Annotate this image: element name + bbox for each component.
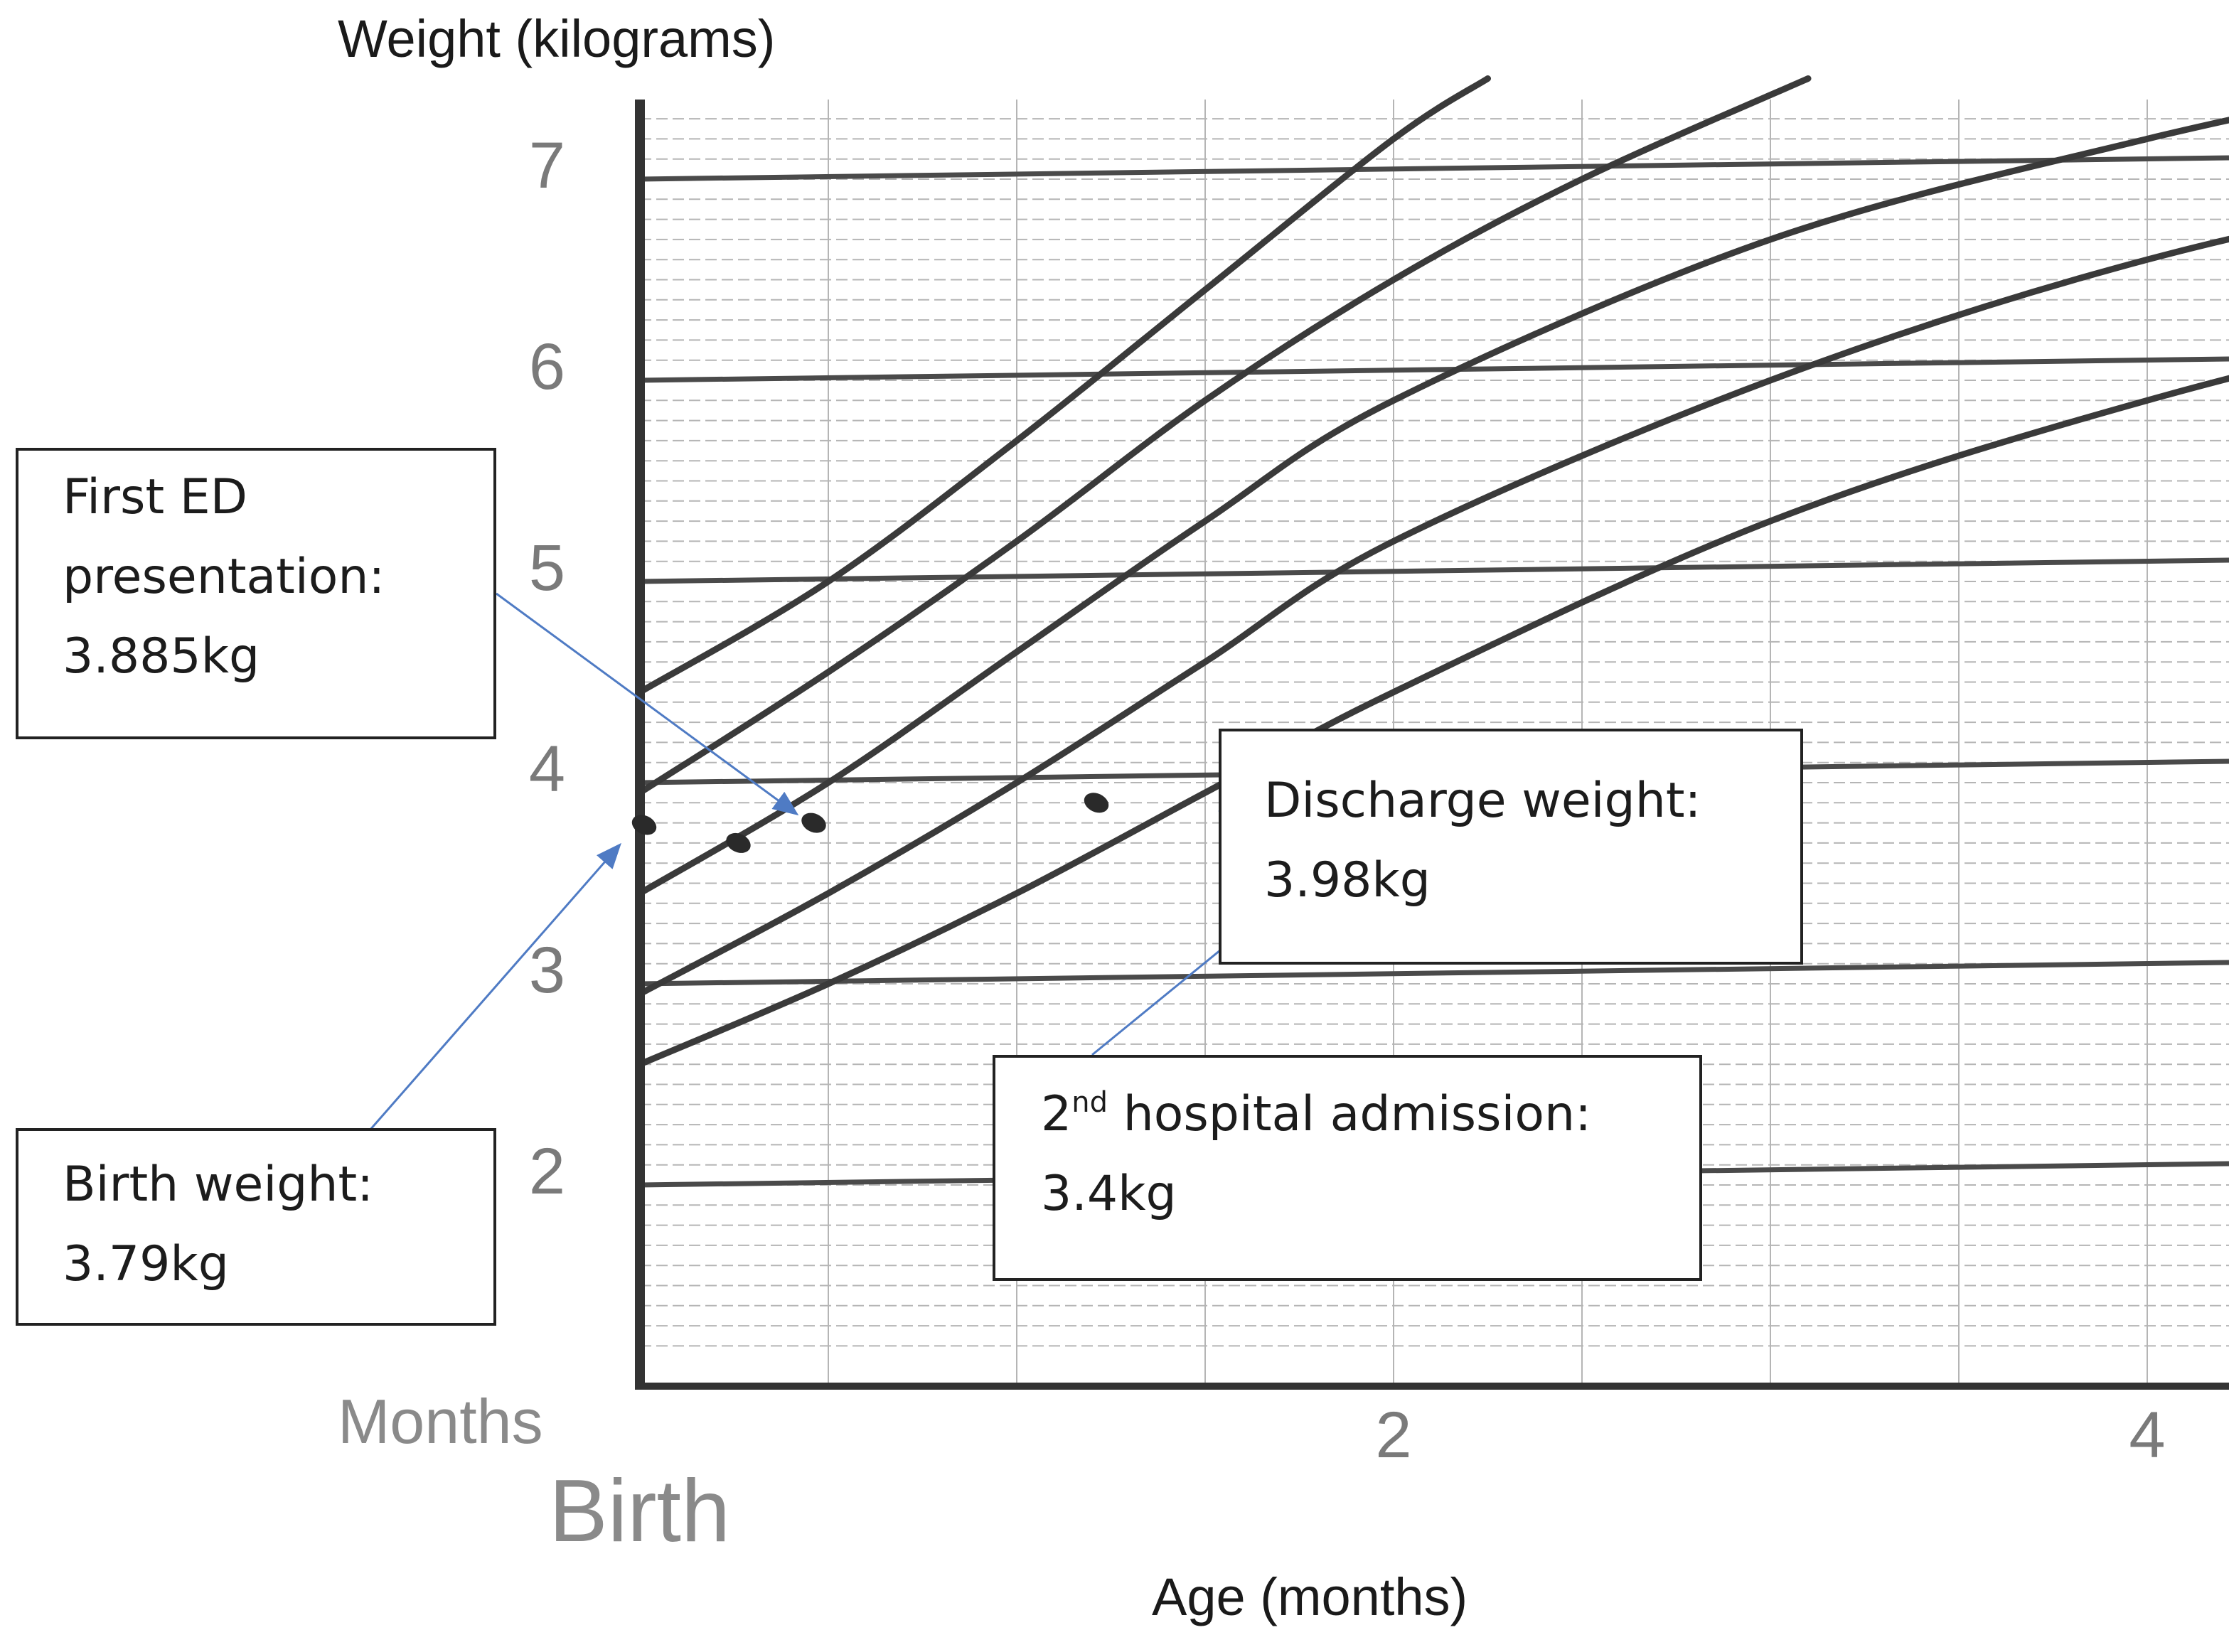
x-tick-label-4: 4 bbox=[2129, 1399, 2165, 1471]
y-tick-label-3: 3 bbox=[529, 934, 565, 1007]
annotation-discharge-value: 3.98kg bbox=[1264, 852, 1431, 908]
tick-labels: 7654322468 bbox=[529, 129, 2166, 1471]
annotation-second-admission-suffix: nd bbox=[1071, 1086, 1108, 1119]
y-tick-label-5: 5 bbox=[529, 532, 565, 604]
annotation-birth-weight: Birth weight: 3.79kg bbox=[16, 1128, 496, 1326]
annotation-birth-line-1: Birth weight: bbox=[63, 1157, 374, 1213]
arrow-first-ed bbox=[496, 592, 799, 816]
y-tick-label-2: 2 bbox=[529, 1135, 565, 1208]
major-gridline-5 bbox=[639, 557, 2229, 584]
growth-curve-2 bbox=[636, 75, 1812, 796]
major-gridline-6 bbox=[639, 356, 2229, 383]
axes bbox=[635, 100, 2229, 1390]
x-tick-label-2: 2 bbox=[1375, 1399, 1411, 1471]
annotation-arrows bbox=[368, 592, 1342, 1131]
annotation-first-ed-line-1: First ED bbox=[63, 469, 248, 525]
major-gridline-7 bbox=[639, 155, 2229, 182]
annotation-second-admission-line-1: 2nd hospital admission: bbox=[1041, 1075, 1699, 1154]
annotation-birth-value: 3.79kg bbox=[63, 1236, 229, 1292]
data-point-first-ed bbox=[801, 812, 826, 833]
data-point-interim bbox=[726, 832, 751, 853]
growth-curve-5 bbox=[636, 375, 2229, 1068]
y-tick-label-7: 7 bbox=[529, 129, 565, 202]
major-gridline-3 bbox=[639, 960, 2229, 987]
annotation-second-admission-ordinal: 2 bbox=[1041, 1086, 1072, 1142]
y-tick-label-6: 6 bbox=[529, 331, 565, 403]
annotation-discharge-line-1: Discharge weight: bbox=[1264, 773, 1701, 829]
growth-curve-3 bbox=[636, 117, 2229, 897]
annotation-second-admission-text: hospital admission: bbox=[1108, 1086, 1591, 1142]
growth-curves bbox=[636, 75, 2229, 1068]
annotation-second-admission-value: 3.4kg bbox=[1041, 1166, 1177, 1222]
annotation-first-ed: First ED presentation: 3.885kg bbox=[16, 448, 496, 739]
annotation-first-ed-line-2: presentation: bbox=[63, 549, 385, 605]
arrow-birth bbox=[368, 842, 621, 1131]
y-tick-label-4: 4 bbox=[529, 733, 565, 805]
annotation-discharge: Discharge weight: 3.98kg bbox=[1219, 729, 1803, 965]
origin-label: Birth bbox=[549, 1462, 730, 1560]
growth-curve-4 bbox=[636, 235, 2229, 997]
growth-curve-1 bbox=[636, 75, 1491, 696]
x-axis-title: Age (months) bbox=[1152, 1567, 1468, 1626]
x-axis-word: Months bbox=[338, 1386, 543, 1457]
data-point-interim-2 bbox=[1084, 793, 1109, 813]
data-point-birth bbox=[631, 815, 657, 835]
y-axis-title: Weight (kilograms) bbox=[338, 9, 775, 68]
annotation-second-admission: 2nd hospital admission: 3.4kg bbox=[993, 1055, 1702, 1281]
annotation-first-ed-value: 3.885kg bbox=[63, 628, 260, 685]
